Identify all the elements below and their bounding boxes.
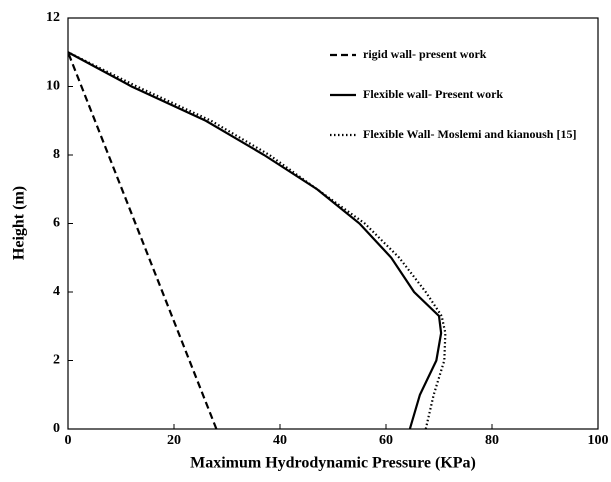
x-tick-label: 20 — [167, 433, 181, 448]
legend-label: Flexible wall- Present work — [363, 87, 503, 101]
x-tick-label: 60 — [379, 433, 393, 448]
y-tick-label: 0 — [53, 421, 60, 436]
y-tick-label: 6 — [53, 216, 60, 231]
y-axis-label: Height (m) — [11, 186, 28, 260]
y-tick-label: 8 — [53, 147, 60, 162]
series-line — [66, 51, 218, 430]
y-tick-label: 4 — [53, 284, 60, 299]
legend-label: rigid wall- present work — [363, 47, 487, 61]
x-axis-label: Maximum Hydrodynamic Pressure (KPa) — [190, 455, 476, 472]
x-tick-label: 80 — [485, 433, 499, 448]
y-tick-label: 2 — [53, 353, 60, 368]
legend-label: Flexible Wall- Moslemi and kianoush [15] — [363, 127, 576, 141]
x-tick-label: 100 — [588, 433, 609, 448]
series-line — [67, 51, 447, 430]
series-line — [67, 51, 443, 430]
plot-frame — [67, 17, 599, 430]
x-tick-label: 40 — [273, 433, 287, 448]
x-tick-label: 0 — [65, 433, 72, 448]
y-tick-label: 12 — [46, 10, 60, 25]
y-tick-label: 10 — [46, 79, 60, 94]
